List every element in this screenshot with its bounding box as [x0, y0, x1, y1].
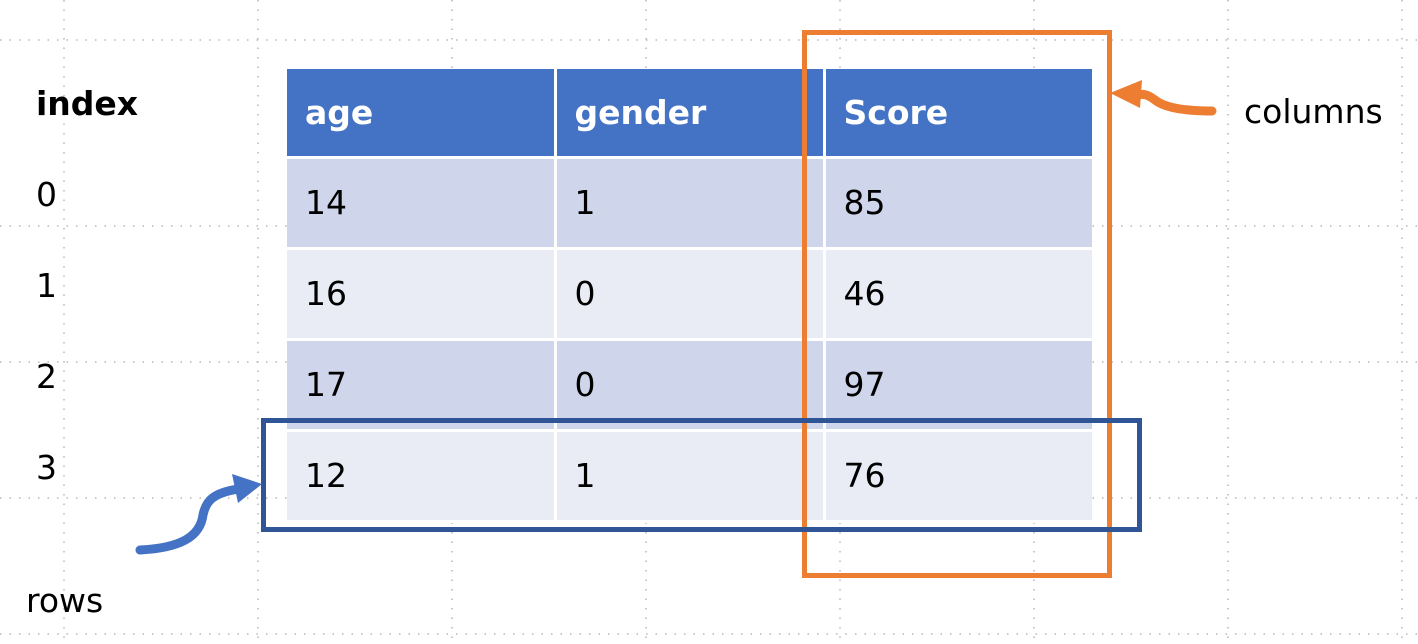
table-cell: 97 [824, 339, 1092, 432]
data-table: age gender Score 14 1 85 16 0 46 17 0 97… [287, 69, 1092, 523]
table-row: 17 0 97 [287, 339, 1092, 432]
index-value-0: 0 [36, 175, 57, 214]
table-row: 12 1 76 [287, 430, 1092, 523]
index-value-1: 1 [36, 266, 57, 305]
column-header-gender: gender [555, 69, 826, 159]
column-header-score: Score [824, 69, 1092, 159]
index-value-3: 3 [36, 448, 57, 487]
table-cell: 1 [555, 157, 826, 250]
table-row: 14 1 85 [287, 157, 1092, 250]
index-header: index [36, 84, 139, 123]
rows-label: rows [26, 581, 104, 620]
table-row: 16 0 46 [287, 248, 1092, 341]
table-header-row: age gender Score [287, 69, 1092, 159]
table-cell: 1 [555, 430, 826, 523]
column-header-age: age [287, 69, 557, 159]
table-cell: 85 [824, 157, 1092, 250]
table-cell: 76 [824, 430, 1092, 523]
table-cell: 0 [555, 339, 826, 432]
table-cell: 14 [287, 157, 557, 250]
table-cell: 12 [287, 430, 557, 523]
columns-label: columns [1244, 92, 1383, 131]
table-cell: 0 [555, 248, 826, 341]
index-value-2: 2 [36, 357, 57, 396]
table-cell: 17 [287, 339, 557, 432]
table-cell: 16 [287, 248, 557, 341]
table-cell: 46 [824, 248, 1092, 341]
